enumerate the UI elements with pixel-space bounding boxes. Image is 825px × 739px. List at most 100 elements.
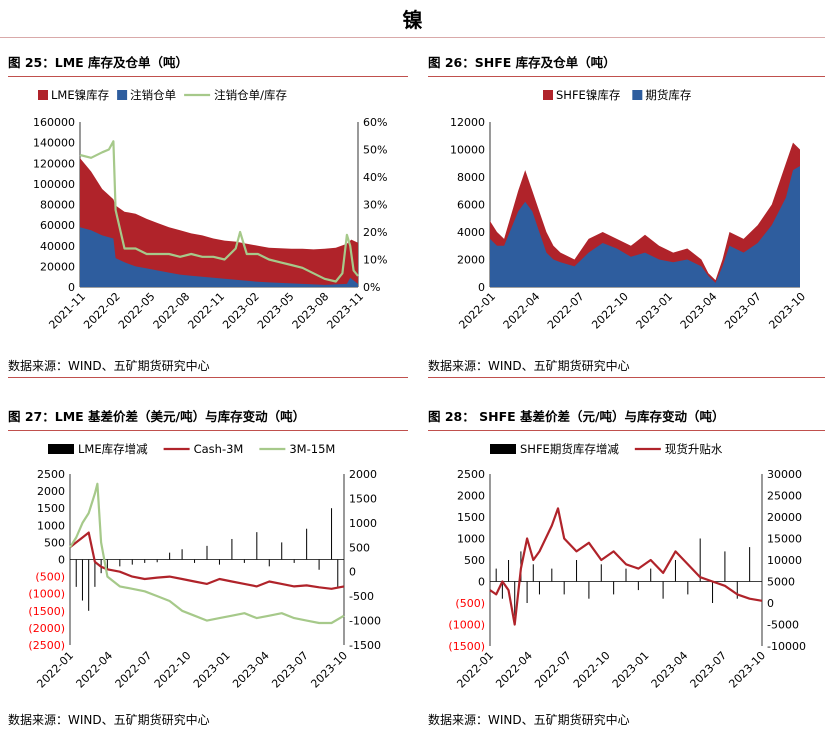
y-left-tick-label: (2500)	[28, 639, 65, 652]
legend-swatch	[117, 90, 128, 100]
y-right-tick-label: 20%	[363, 226, 387, 239]
y-left-tick-label: (1000)	[448, 619, 485, 632]
panel-lme-spread: 图 27：LME 基差价差（美元/吨）与库存变动（吨） LME库存增减 Cash-…	[8, 406, 408, 736]
panel-title-rule	[428, 76, 825, 77]
y-left-tick-label: (500)	[455, 597, 485, 610]
y-left-tick-label: 0	[68, 281, 75, 294]
y-left-tick-label: 140000	[33, 137, 75, 150]
y-left-tick-label: (2000)	[28, 622, 65, 635]
x-tick-label: 2022-07	[545, 290, 587, 332]
legend-label: SHFE期货库存增减	[520, 442, 619, 456]
panel-title-rule	[8, 430, 408, 431]
x-tick-label: 2023-11	[324, 290, 366, 332]
series-area	[80, 227, 358, 287]
y-right-tick-label: -500	[349, 590, 374, 603]
legend-swatch	[543, 90, 553, 100]
x-tick-label: 2022-02	[81, 290, 123, 332]
y-right-tick-label: 2000	[349, 468, 377, 481]
x-tick-label: 2022-01	[454, 649, 496, 691]
x-tick-label: 2023-04	[649, 649, 691, 691]
x-tick-label: 2023-04	[230, 649, 272, 691]
y-right-tick-label: 1000	[349, 517, 377, 530]
y-right-tick-label: 25000	[767, 490, 802, 503]
chart-lme-spread: LME库存增减 Cash-3M 3M-15M (2500) (2000) (1500) (1…	[28, 442, 381, 691]
y-left-tick-label: 6000	[457, 199, 485, 212]
x-tick-label: 2022-10	[571, 649, 613, 691]
y-right-tick-label: 30000	[767, 468, 802, 481]
x-tick-label: 2023-10	[726, 649, 768, 691]
y-right-tick-label: 30%	[363, 199, 387, 212]
y-left-tick-label: 20000	[40, 260, 75, 273]
x-tick-label: 2022-10	[589, 290, 631, 332]
y-right-tick-label: 0%	[363, 281, 380, 294]
x-tick-label: 2022-10	[152, 649, 194, 691]
page-title-rule	[0, 37, 825, 38]
y-right-tick-label: 20000	[767, 511, 802, 524]
y-left-tick-label: 40000	[40, 240, 75, 253]
panel-title: 图 28： SHFE 基差价差（元/吨）与库存变动（吨）	[428, 409, 725, 424]
panel-shfe-inventory: 图 26：SHFE 库存及仓单（吨） SHFE镍库存 期货库存 0 2000 4000 6…	[428, 52, 825, 382]
x-tick-label: 2023-10	[766, 290, 808, 332]
y-right-tick-label: 15000	[767, 533, 802, 546]
y-left-tick-label: (1000)	[28, 588, 65, 601]
series-line	[69, 531, 345, 590]
y-left-tick-label: 500	[44, 536, 65, 549]
x-tick-label: 2022-04	[501, 290, 543, 332]
legend-label: 期货库存	[645, 88, 691, 102]
y-left-tick-label: 160000	[33, 116, 75, 129]
x-tick-label: 2021-11	[46, 290, 88, 332]
chart-shfe-spread: SHFE期货库存增减 现货升贴水 (1500) (1000) (500) 0 500 1000…	[448, 442, 806, 691]
y-left-tick-label: (500)	[35, 571, 65, 584]
series-line	[489, 507, 763, 626]
panel-title: 图 25：LME 库存及仓单（吨）	[8, 55, 189, 70]
x-tick-label: 2023-05	[255, 290, 297, 332]
y-left-tick-label: 0	[58, 554, 65, 567]
legend-label: 注销仓单/库存	[214, 88, 287, 102]
x-tick-label: 2022-04	[74, 649, 116, 691]
x-tick-label: 2023-07	[722, 290, 764, 332]
y-right-tick-label: -5000	[767, 619, 799, 632]
legend-label: 现货升贴水	[665, 442, 723, 456]
legend-swatch	[490, 444, 516, 454]
x-tick-label: 2022-05	[116, 290, 158, 332]
y-right-tick-label: 0	[349, 566, 356, 579]
y-right-tick-label: 50%	[363, 144, 387, 157]
y-left-tick-label: 1500	[457, 511, 485, 524]
x-tick-label: 2023-01	[191, 649, 233, 691]
y-left-tick-label: 2000	[37, 485, 65, 498]
panel-shfe-spread: 图 28： SHFE 基差价差（元/吨）与库存变动（吨） SHFE期货库存增减 现…	[428, 406, 825, 736]
x-tick-label: 2022-07	[532, 649, 574, 691]
x-tick-label: 2023-01	[610, 649, 652, 691]
chart-source: 数据来源：WIND、五矿期货研究中心	[428, 359, 630, 373]
page-title: 镍	[402, 8, 423, 32]
panel-lme-inventory: 图 25：LME 库存及仓单（吨） LME镍库存 注销仓单 注销仓单/库存 0 2000…	[8, 52, 408, 382]
legend-label: LME镍库存	[51, 88, 109, 102]
y-left-tick-label: (1500)	[448, 640, 485, 653]
x-tick-label: 2023-01	[634, 290, 676, 332]
y-left-tick-label: 0	[478, 281, 485, 294]
y-left-tick-label: 4000	[457, 226, 485, 239]
chart-lme-inventory: LME镍库存 注销仓单 注销仓单/库存 0 20000 40000 60000 80000 10…	[33, 88, 387, 332]
source-rule	[428, 377, 825, 378]
x-tick-label: 2023-04	[678, 290, 720, 332]
y-right-tick-label: -1000	[349, 615, 381, 628]
legend-swatch	[38, 90, 48, 100]
x-tick-label: 2022-01	[34, 649, 76, 691]
y-right-tick-label: 40%	[363, 171, 387, 184]
x-tick-label: 2023-07	[269, 649, 311, 691]
panel-title: 图 27：LME 基差价差（美元/吨）与库存变动（吨）	[8, 409, 306, 424]
y-left-tick-label: 2000	[457, 254, 485, 267]
legend-label: Cash-3M	[194, 442, 244, 456]
y-right-tick-label: 0	[767, 597, 774, 610]
source-rule	[8, 377, 408, 378]
y-right-tick-label: 5000	[767, 576, 795, 589]
x-tick-label: 2022-01	[456, 290, 498, 332]
y-left-tick-label: 0	[478, 576, 485, 589]
y-left-tick-label: 2000	[457, 490, 485, 503]
x-tick-label: 2022-08	[151, 290, 193, 332]
y-left-tick-label: 8000	[457, 171, 485, 184]
y-left-tick-label: 500	[464, 554, 485, 567]
y-left-tick-label: 12000	[450, 116, 485, 129]
y-right-tick-label: -1500	[349, 639, 381, 652]
x-tick-label: 2022-07	[113, 649, 155, 691]
